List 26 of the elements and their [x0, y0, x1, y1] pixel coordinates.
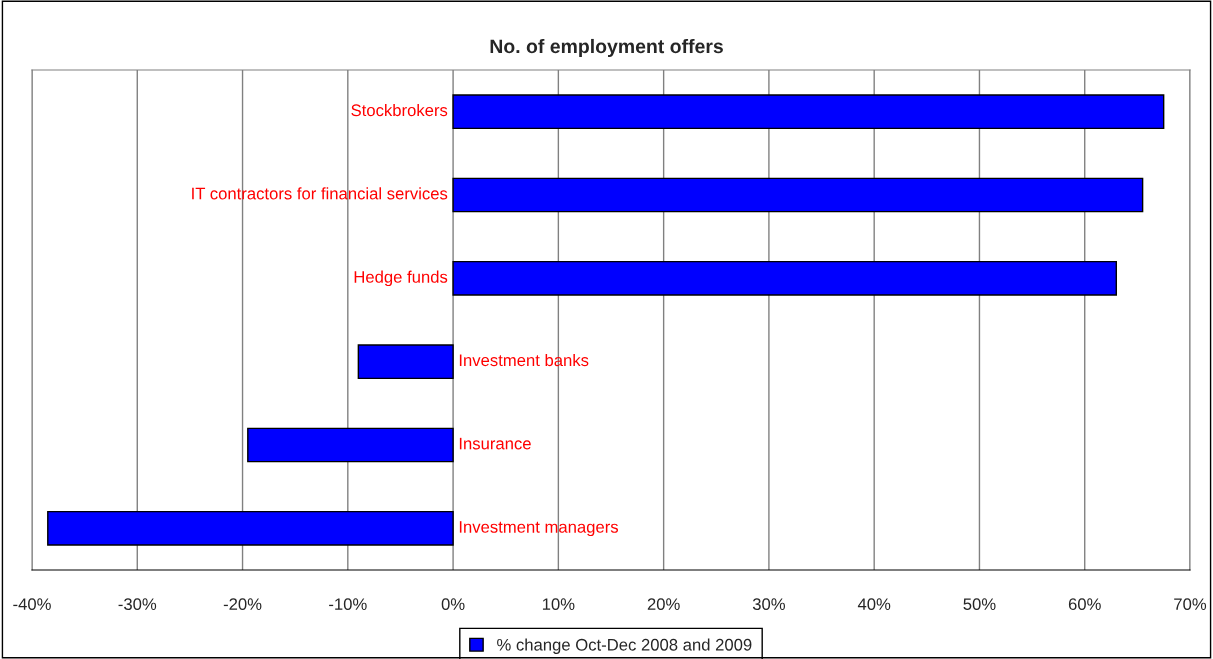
bar — [452, 177, 1144, 213]
bar — [452, 260, 1118, 296]
x-tick-label: 40% — [857, 598, 891, 611]
bar — [47, 510, 454, 546]
x-tick-label: -10% — [329, 598, 367, 611]
x-tick-label: 20% — [647, 598, 680, 611]
y-tick-label: Investment managers — [459, 521, 619, 537]
legend-label: % change Oct-Dec 2008 and 2009 — [497, 638, 752, 654]
bar — [357, 344, 454, 380]
y-tick-label: Investment banks — [459, 353, 589, 367]
bar — [247, 427, 454, 463]
y-tick-label: IT contractors for financial services — [192, 187, 448, 200]
chart-title: No. of employment offers — [490, 38, 723, 58]
x-tick-label: -20% — [223, 598, 262, 611]
x-tick-label: 50% — [963, 598, 996, 611]
y-tick-label: Stockbrokers — [351, 103, 448, 117]
x-tick-label: 70% — [1174, 598, 1207, 611]
bar — [452, 94, 1165, 130]
x-tick-label: 0% — [441, 598, 465, 611]
x-tick-label: 30% — [752, 598, 785, 611]
y-tick-label: Insurance — [459, 437, 531, 450]
y-tick-label: Hedge funds — [354, 270, 448, 287]
x-tick-label: 60% — [1068, 598, 1101, 611]
x-tick-label: 10% — [542, 598, 575, 611]
x-tick-label: -40% — [13, 598, 51, 611]
x-tick-label: -30% — [118, 598, 157, 611]
